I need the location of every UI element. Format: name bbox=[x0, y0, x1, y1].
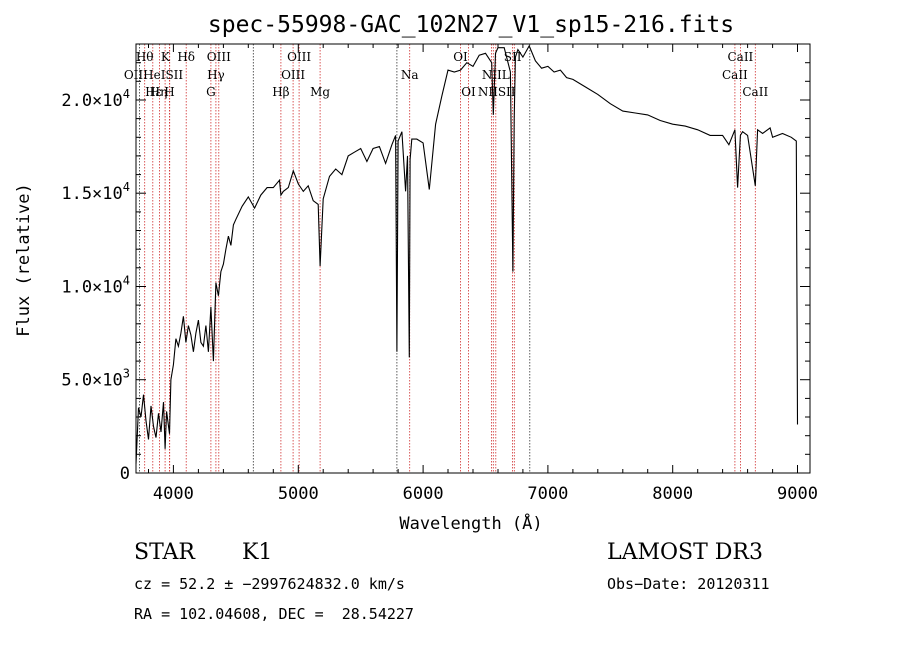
object-subclass: K1 bbox=[242, 540, 273, 565]
y-tick-exponent: 4 bbox=[123, 180, 130, 194]
y-tick-exponent: 3 bbox=[123, 367, 130, 381]
spectral-line-label: Hδ bbox=[177, 50, 195, 64]
y-tick-label: 2.0×104 bbox=[61, 87, 130, 111]
x-tick-label: 8000 bbox=[652, 484, 693, 504]
x-tick-label: 5000 bbox=[278, 484, 319, 504]
y-axis-label: Flux (relative) bbox=[14, 183, 34, 337]
y-tick-mantissa: 0 bbox=[120, 464, 130, 484]
spectral-line-label: OIII bbox=[207, 50, 231, 64]
survey-name: LAMOST DR3 bbox=[607, 540, 763, 565]
spectral-line-label: OIIHeISII bbox=[124, 68, 184, 82]
spectral-line-label: SII bbox=[504, 50, 522, 64]
redshift-readout: cz = 52.2 ± −2997624832.0 km/s bbox=[134, 575, 405, 593]
spectral-line-label: Hθ bbox=[136, 50, 154, 64]
y-tick-label: 1.5×104 bbox=[61, 180, 130, 204]
spectral-line-label: NIISII bbox=[478, 85, 516, 99]
y-tick-exponent: 4 bbox=[123, 274, 130, 288]
spectral-line-markers bbox=[138, 44, 756, 473]
spectrum-chart: spec-55998-GAC_102N27_V1_sp15-216.fits H… bbox=[14, 12, 818, 534]
x-tick-label: 9000 bbox=[777, 484, 818, 504]
y-tick-mantissa: 1.0×10 bbox=[61, 278, 122, 298]
plot-frame bbox=[135, 43, 811, 474]
y-tick-mantissa: 2.0×10 bbox=[61, 91, 122, 111]
spectral-line-label: Hγ bbox=[207, 68, 225, 82]
spectral-line-label: NIIL bbox=[482, 68, 510, 82]
x-tick-label: 6000 bbox=[403, 484, 444, 504]
spectral-line-label: Hβ bbox=[272, 85, 289, 99]
x-axis: 4000 5000 6000 7000 8000 9000 bbox=[148, 44, 818, 504]
y-tick-label: 5.0×103 bbox=[61, 367, 130, 391]
spectral-line-label: OIII bbox=[287, 50, 311, 64]
x-tick-label: 4000 bbox=[153, 484, 194, 504]
spectral-line-label: Na bbox=[401, 68, 419, 82]
spectral-line-label: Hη bbox=[150, 85, 168, 99]
spectral-line-label: H bbox=[164, 85, 174, 99]
spectral-line-label: OI bbox=[453, 50, 468, 64]
y-tick-mantissa: 5.0×10 bbox=[61, 371, 122, 391]
x-axis-label: Wavelength (Å) bbox=[399, 512, 542, 534]
y-tick-exponent: 4 bbox=[123, 87, 130, 101]
spectrum-line bbox=[135, 44, 799, 464]
spectral-line-label: OI bbox=[461, 85, 476, 99]
y-tick-label: 1.0×104 bbox=[61, 274, 130, 298]
y-tick-label: 0 bbox=[120, 464, 130, 484]
spectral-line-label: G bbox=[206, 85, 216, 99]
spectral-line-label: Mg bbox=[310, 85, 330, 99]
chart-title: spec-55998-GAC_102N27_V1_sp15-216.fits bbox=[208, 12, 734, 38]
spectral-line-label: K bbox=[161, 50, 171, 64]
y-tick-mantissa: 1.5×10 bbox=[61, 184, 122, 204]
x-tick-label: 7000 bbox=[527, 484, 568, 504]
object-class: STAR bbox=[134, 540, 195, 565]
spectral-line-label: CaII bbox=[722, 68, 748, 82]
spectral-line-label: OIII bbox=[281, 68, 305, 82]
spectral-line-label: Hε bbox=[145, 85, 162, 99]
spectral-line-label: CaII bbox=[727, 50, 753, 64]
coordinates-readout: RA = 102.04608, DEC = 28.54227 bbox=[134, 605, 414, 623]
spectral-line-labels: Hθ K Hδ OIII OIII OI SII CaII OIIHeISII Hγ OIII Na N… bbox=[124, 50, 769, 99]
spectral-line-label: CaII bbox=[742, 85, 768, 99]
observation-date: Obs−Date: 20120311 bbox=[607, 575, 770, 593]
